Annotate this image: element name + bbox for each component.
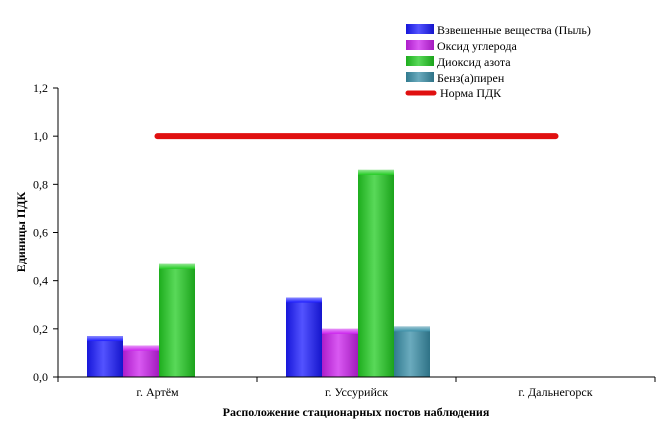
y-ticks-group: 0,0 0,2 0,4 0,6 0,8 1,0 1,2 — [33, 81, 58, 384]
legend-swatch — [406, 56, 434, 66]
bar-4-2 — [394, 326, 430, 377]
legend-label: Взвешенные вещества (Пыль) — [437, 23, 591, 37]
legend-swatch — [406, 72, 434, 82]
x-axis-title: Расположение стационарных постов наблюде… — [223, 405, 490, 419]
bar-top-1-1 — [87, 336, 123, 342]
y-axis-title: Единицы ПДК — [14, 192, 28, 273]
category-label: г. Дальнегорск — [518, 385, 592, 399]
legend-label-reference: Норма ПДК — [440, 86, 502, 100]
y-tick-label: 1,0 — [33, 129, 48, 143]
y-tick-label: 0,8 — [33, 177, 48, 191]
bars-group — [87, 169, 430, 377]
legend-label: Диоксид азота — [437, 55, 511, 69]
bar-1-1 — [87, 336, 123, 377]
legend-label: Бенз(а)пирен — [437, 71, 505, 85]
bar-top-1-2 — [286, 297, 322, 303]
bar-3-2 — [358, 169, 394, 377]
bar-1-2 — [286, 297, 322, 377]
category-label: г. Уссурийск — [325, 385, 388, 399]
y-tick-label: 1,2 — [33, 81, 48, 95]
legend: Взвешенные вещества (Пыль) Оксид углерода… — [405, 23, 591, 100]
y-tick-label: 0,6 — [33, 226, 48, 240]
category-label: г. Артём — [136, 385, 179, 399]
category-labels-group: г. Артём г. Уссурийск г. Дальнегорск — [57, 377, 656, 399]
bar-top-2-1 — [123, 345, 159, 351]
bar-top-4-2 — [394, 326, 430, 332]
bar-top-3-1 — [159, 263, 195, 269]
legend-swatch — [406, 24, 434, 34]
bar-2-2 — [322, 328, 358, 377]
bar-3-1 — [159, 263, 195, 377]
legend-label: Оксид углерода — [437, 39, 517, 53]
y-tick-label: 0,4 — [33, 274, 48, 288]
bar-top-3-2 — [358, 169, 394, 175]
legend-swatch — [406, 40, 434, 50]
bar-2-1 — [123, 345, 159, 377]
bar-top-2-2 — [322, 328, 358, 334]
y-tick-label: 0,2 — [33, 322, 48, 336]
y-tick-label: 0,0 — [33, 370, 48, 384]
